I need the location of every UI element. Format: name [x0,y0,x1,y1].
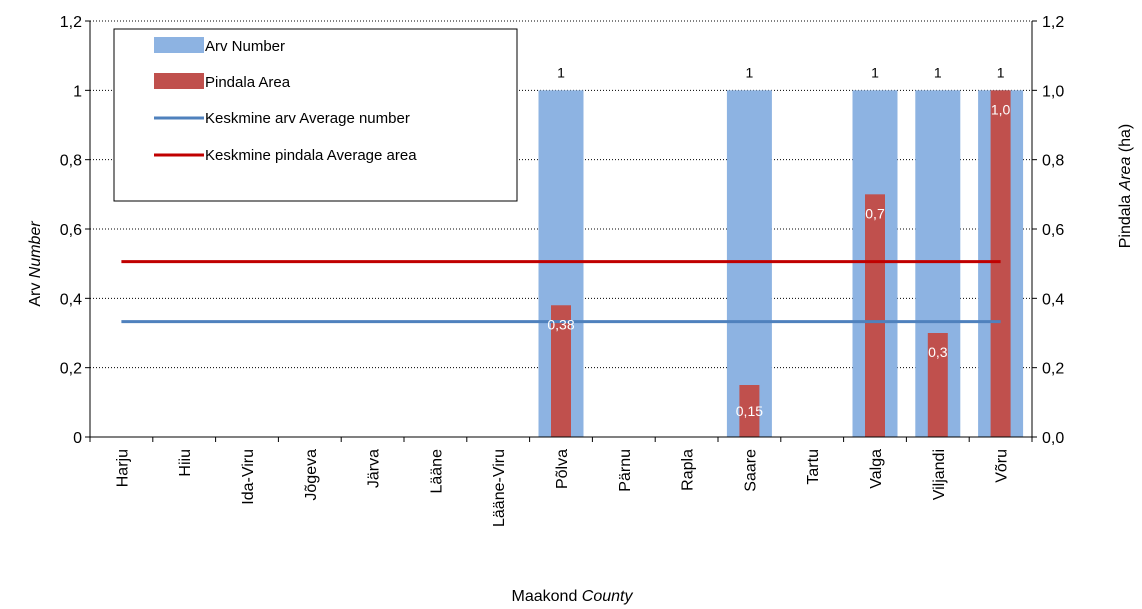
y-right-tick-label: 0,0 [1042,430,1064,447]
y-right-tick-label: 0,4 [1042,291,1064,308]
y-left-tick-label: 0,6 [60,222,82,239]
bars [538,90,1024,437]
bar-arv-number [726,90,772,437]
legend-box [113,28,518,202]
x-tick-label: Lääne [428,449,445,494]
y-left-tick-label: 0,4 [60,291,82,308]
bar-pindala-area [927,333,948,437]
y-left-tick-label: 1,2 [60,14,82,31]
x-tick-label: Harju [114,449,131,487]
x-tick-label: Jõgeva [303,449,320,501]
data-label-arv-number: 1 [557,64,565,80]
data-label-arv-number: 1 [871,64,879,80]
legend-label-average-area: Keskmine pindala Average area [205,147,417,164]
legend-label-arv-number: Arv Number [205,38,285,55]
x-axis-title: Maakond County [512,588,634,605]
y-left-tick-label: 0,8 [60,153,82,170]
y-left-tick-label: 0,2 [60,361,82,378]
y-right-tick-label: 1,0 [1042,83,1064,100]
legend-label-average-number: Keskmine arv Average number [205,110,410,127]
data-label-pindala-area: 0,15 [736,403,763,419]
y-right-tick-label: 0,6 [1042,222,1064,239]
x-tick-label: Lääne-Viru [491,449,508,527]
legend: Arv Number Pindala Area Keskmine arv Ave… [113,28,518,202]
data-labels: 1 1 1 1 1 0,38 0,15 0,7 0,3 1,0 [547,64,1010,419]
data-label-pindala-area: 0,3 [928,344,948,360]
x-tick-label: Rapla [680,449,697,491]
x-tick-label: Viljandi [931,449,948,500]
legend-swatch-pindala-area [154,73,204,89]
y-left-tick-label: 0 [73,430,82,447]
x-tick-label: Hiiu [177,449,194,477]
x-tick-label: Võru [994,449,1011,483]
axes: 0 0,2 0,4 0,6 0,8 1 1,2 0,0 0,2 0,4 0,6 0,8 1,0 1,2 Ha… [60,14,1065,527]
data-label-arv-number: 1 [746,64,754,80]
data-label-arv-number: 1 [934,64,942,80]
x-tick-label: Ida-Viru [240,449,257,505]
bar-pindala-area [551,305,571,437]
x-tick-label: Pärnu [617,449,634,492]
data-label-pindala-area: 0,38 [547,316,574,332]
y-left-tick-label: 1 [73,83,82,100]
x-tick-label: Järva [366,449,383,488]
bar-pindala-area [990,90,1011,437]
data-label-pindala-area: 0,7 [865,205,885,221]
x-tick-label: Tartu [805,449,822,485]
data-label-arv-number: 1 [997,64,1005,80]
y-right-tick-label: 0,8 [1042,153,1064,170]
x-tick-label: Põlva [554,449,571,489]
legend-swatch-arv-number [154,37,204,53]
y-right-tick-label: 1,2 [1042,14,1064,31]
legend-label-pindala-area: Pindala Area [205,74,291,91]
data-label-pindala-area: 1,0 [991,101,1011,117]
bar-pindala-area [865,194,885,437]
y-right-axis-title: Pindala Area (ha) [1117,124,1134,249]
y-right-tick-label: 0,2 [1042,361,1064,378]
x-tick-label: Saare [742,449,759,492]
average-lines [121,260,1001,324]
bar-pindala-area [739,385,760,437]
x-tick-label: Valga [868,449,885,489]
y-left-axis-title: Arv Number [27,221,44,307]
